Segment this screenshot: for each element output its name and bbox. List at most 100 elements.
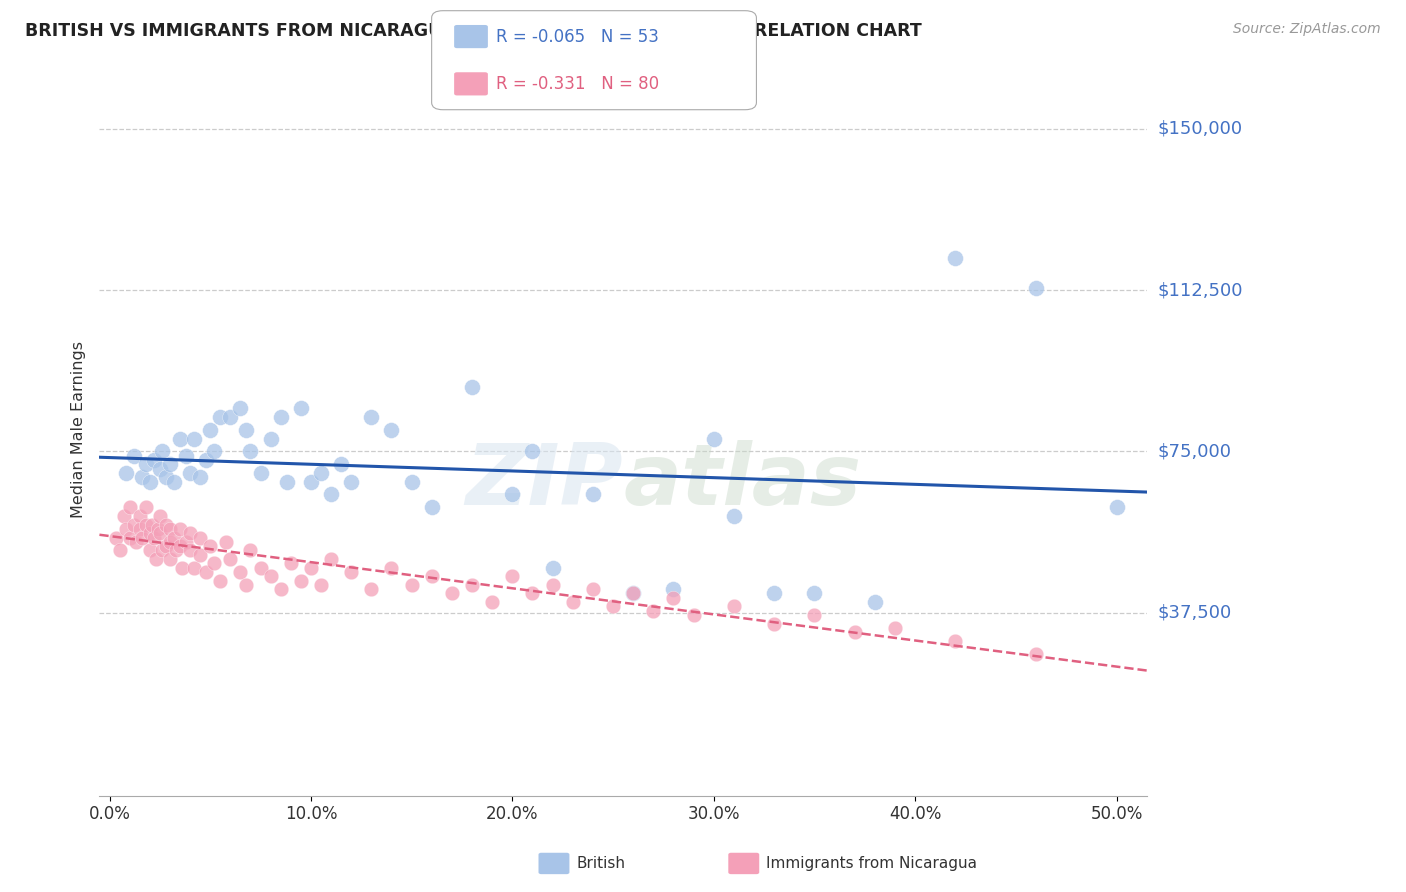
Point	[290, 401, 312, 416]
Point	[235, 578, 257, 592]
Point	[229, 401, 252, 416]
Point	[522, 586, 544, 600]
Point	[169, 539, 191, 553]
Point	[108, 543, 131, 558]
Point	[330, 458, 353, 472]
Point	[150, 444, 173, 458]
Text: $75,000: $75,000	[1159, 442, 1232, 460]
Point	[142, 531, 165, 545]
Point	[163, 531, 186, 545]
Text: $37,500: $37,500	[1159, 604, 1232, 622]
Point	[360, 582, 382, 596]
Point	[239, 444, 262, 458]
Point	[169, 522, 191, 536]
Point	[582, 582, 605, 596]
Point	[135, 517, 157, 532]
Point	[803, 607, 825, 622]
Point	[128, 522, 150, 536]
Point	[209, 574, 232, 588]
Point	[200, 539, 222, 553]
Point	[155, 539, 177, 553]
Point	[131, 470, 153, 484]
Point	[155, 470, 177, 484]
Point	[602, 599, 624, 614]
Point	[118, 500, 141, 515]
Point	[643, 604, 665, 618]
Point	[195, 565, 218, 579]
Point	[128, 508, 150, 523]
Point	[219, 552, 242, 566]
Point	[280, 557, 302, 571]
Point	[380, 560, 402, 574]
Point	[183, 560, 205, 574]
Point	[131, 531, 153, 545]
Point	[309, 578, 332, 592]
Point	[165, 543, 187, 558]
Point	[290, 574, 312, 588]
Point	[202, 557, 225, 571]
Point	[1105, 500, 1128, 515]
Point	[380, 423, 402, 437]
Point	[179, 543, 201, 558]
Point	[420, 500, 443, 515]
Point	[1025, 647, 1047, 661]
Point	[135, 458, 157, 472]
Point	[215, 534, 238, 549]
Point	[703, 432, 725, 446]
Point	[114, 466, 136, 480]
Point	[139, 526, 162, 541]
Point	[884, 621, 907, 635]
Point	[174, 534, 197, 549]
Text: atlas: atlas	[623, 440, 862, 523]
Point	[118, 531, 141, 545]
Point	[763, 586, 786, 600]
Point	[163, 475, 186, 489]
Point	[501, 487, 523, 501]
Point	[863, 595, 886, 609]
Point	[219, 409, 242, 424]
Point	[481, 595, 503, 609]
Text: Immigrants from Nicaragua: Immigrants from Nicaragua	[766, 856, 977, 871]
Point	[200, 423, 222, 437]
Point	[135, 500, 157, 515]
Point	[440, 586, 463, 600]
Y-axis label: Median Male Earnings: Median Male Earnings	[72, 342, 86, 518]
Point	[340, 565, 363, 579]
Point	[259, 569, 281, 583]
Point	[662, 582, 685, 596]
Point	[183, 432, 205, 446]
Point	[763, 616, 786, 631]
Point	[170, 560, 193, 574]
Point	[174, 449, 197, 463]
Point	[360, 409, 382, 424]
Point	[188, 531, 211, 545]
Point	[340, 475, 363, 489]
Point	[209, 409, 232, 424]
Point	[202, 444, 225, 458]
Point	[141, 517, 163, 532]
Point	[169, 432, 191, 446]
Point	[723, 508, 745, 523]
Point	[662, 591, 685, 605]
Point	[844, 625, 866, 640]
Point	[541, 560, 564, 574]
Text: ZIP: ZIP	[465, 440, 623, 523]
Point	[319, 552, 342, 566]
Point	[179, 526, 201, 541]
Point	[945, 251, 967, 265]
Point	[122, 449, 145, 463]
Point	[945, 633, 967, 648]
Point	[195, 453, 218, 467]
Point	[561, 595, 583, 609]
Text: BRITISH VS IMMIGRANTS FROM NICARAGUA MEDIAN MALE EARNINGS CORRELATION CHART: BRITISH VS IMMIGRANTS FROM NICARAGUA MED…	[25, 22, 922, 40]
Point	[139, 543, 162, 558]
Point	[149, 526, 172, 541]
Point	[146, 522, 169, 536]
Point	[188, 548, 211, 562]
Point	[803, 586, 825, 600]
Text: $150,000: $150,000	[1159, 120, 1243, 137]
Point	[122, 517, 145, 532]
Point	[159, 522, 181, 536]
Point	[104, 531, 127, 545]
Point	[249, 560, 271, 574]
